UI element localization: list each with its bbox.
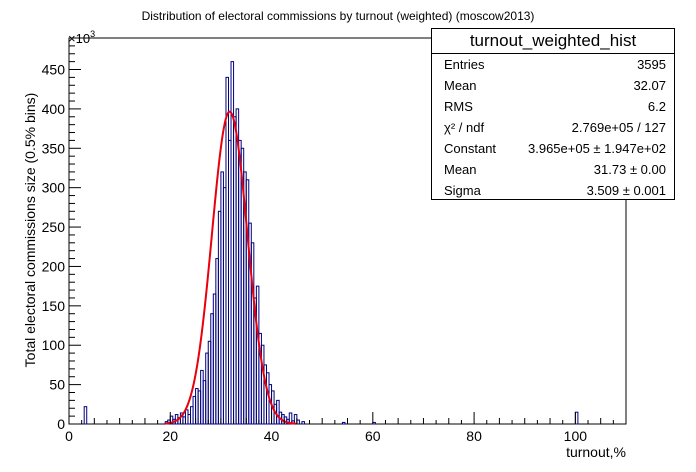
x-tick-label: 0: [65, 428, 73, 444]
x-tick-label: 100: [564, 428, 588, 444]
stats-row-value: 3.509 ± 0.001: [586, 183, 666, 198]
y-multiplier-label: ×103: [68, 29, 95, 46]
histogram-bin: [341, 421, 346, 425]
x-tick-label: 20: [162, 428, 178, 444]
y-tick-label: 250: [42, 219, 66, 235]
y-tick-label: 150: [42, 298, 66, 314]
x-tick-label: 60: [365, 428, 381, 444]
stats-row: Entries 3595: [432, 54, 674, 75]
stats-row-value: 3.965e+05 ± 1.947e+02: [528, 141, 666, 156]
chart-title: Distribution of electoral commissions by…: [142, 9, 535, 23]
stats-row-label: RMS: [444, 99, 473, 114]
y-tick-label: 300: [42, 180, 66, 196]
stats-row-label: Mean: [444, 162, 477, 177]
y-tick-label: 100: [42, 337, 66, 353]
stats-row: Mean 32.07: [432, 75, 674, 96]
y-tick-label: 450: [42, 62, 66, 78]
y-tick-label: 0: [57, 416, 65, 432]
stats-row-label: Entries: [444, 57, 485, 72]
stats-row-value: 6.2: [647, 99, 666, 114]
y-axis-label: Total electoral commissions size (0.5% b…: [22, 93, 38, 368]
histogram-bin: [301, 421, 305, 425]
stats-row-label: Sigma: [444, 183, 481, 198]
y-tick-label: 400: [42, 101, 66, 117]
stats-row-value: 31.73 ± 0.00: [593, 162, 666, 177]
stats-row: Mean 31.73 ± 0.00: [432, 159, 674, 180]
gaussian-fit-curve: [165, 110, 297, 425]
stats-row-value: 2.769e+05 / 127: [571, 120, 666, 135]
stats-row-value: 32.07: [633, 78, 666, 93]
y-tick-label: 50: [49, 377, 65, 393]
histogram-bin: [83, 406, 88, 425]
stats-row: RMS 6.2: [432, 96, 674, 117]
stats-row: χ² / ndf 2.769e+05 / 127: [432, 117, 674, 138]
stats-title: turnout_weighted_hist: [432, 29, 674, 54]
stats-row-label: Constant: [444, 141, 497, 156]
x-tick-label: 80: [466, 428, 482, 444]
stats-row: Constant 3.965e+05 ± 1.947e+02: [432, 138, 674, 159]
stats-row-value: 3595: [637, 57, 666, 72]
stats-row-label: Mean: [444, 78, 477, 93]
stats-box: turnout_weighted_hist Entries 3595 Mean 32.…: [431, 28, 675, 200]
y-tick-label: 350: [42, 140, 66, 156]
y-tick-label: 200: [42, 258, 66, 274]
stats-row-label: χ² / ndf: [444, 120, 485, 135]
x-tick-label: 40: [264, 428, 280, 444]
stats-row: Sigma 3.509 ± 0.001: [432, 180, 674, 201]
x-axis-label: turnout,%: [566, 444, 626, 460]
